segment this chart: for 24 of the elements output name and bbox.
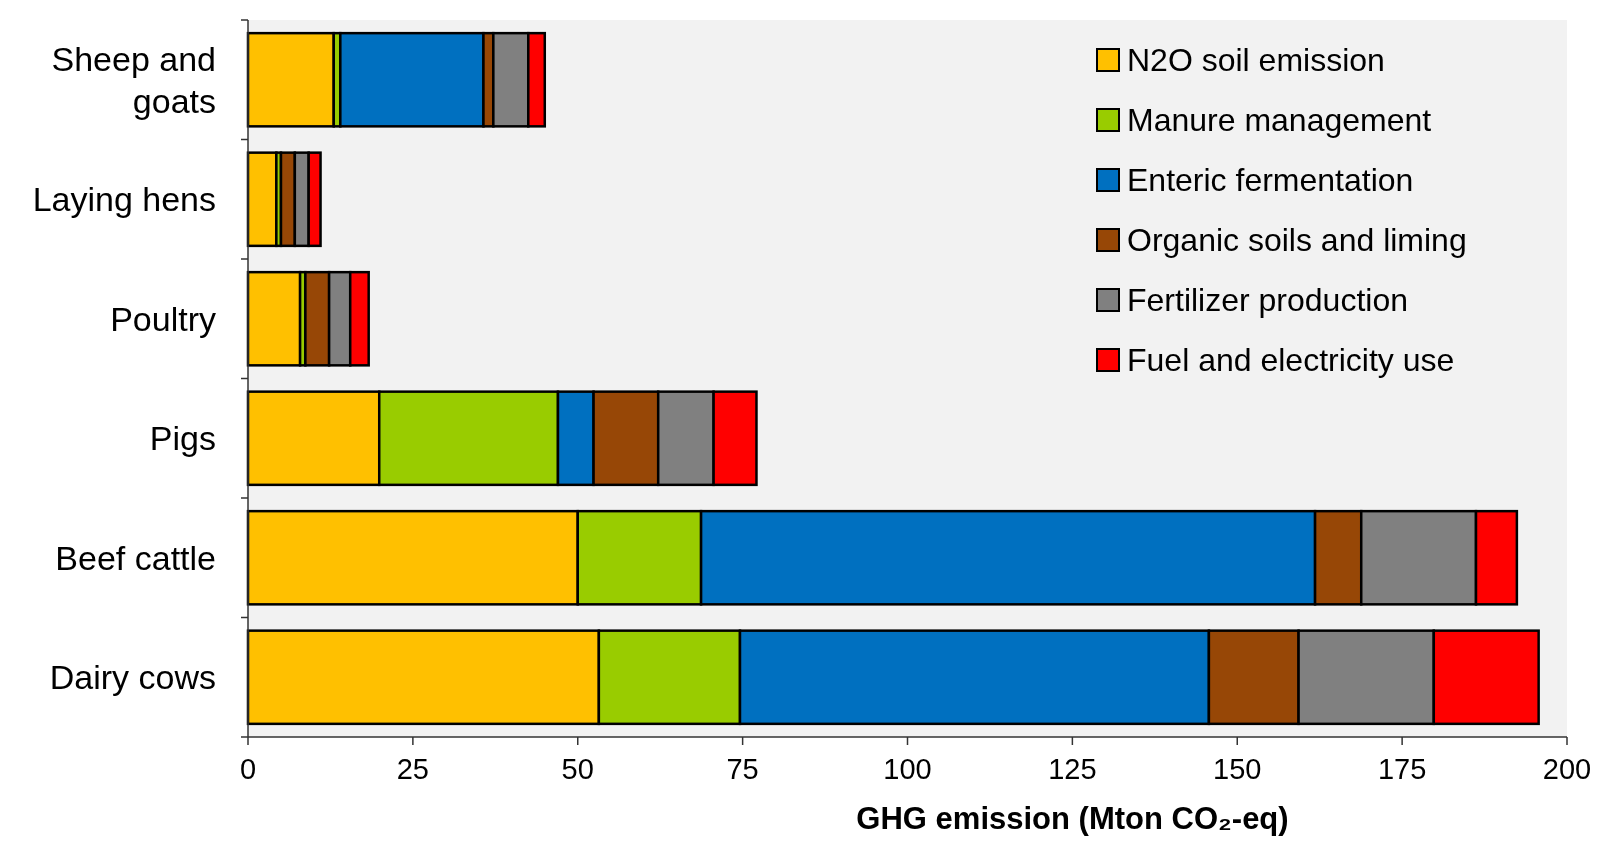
- y-tick-label: Dairy cows: [49, 658, 216, 697]
- y-tick-label: Pigs: [149, 419, 216, 458]
- legend-label: N2O soil emission: [1127, 42, 1385, 78]
- bar: [246, 31, 335, 128]
- x-tick-label: 0: [239, 753, 257, 785]
- legend-label: Manure management: [1127, 102, 1432, 138]
- y-tick-label: Poultry: [110, 299, 216, 338]
- x-tick-label: 200: [1542, 753, 1592, 785]
- legend-label: Fuel and electricity use: [1127, 342, 1455, 378]
- x-tick-label: 125: [1048, 753, 1097, 785]
- legend-label: Fertilizer production: [1127, 282, 1408, 318]
- y-tick-label: Laying hens: [32, 180, 216, 219]
- bar: [246, 270, 302, 367]
- x-tick-label: 75: [726, 753, 759, 785]
- legend-label: Enteric fermentation: [1127, 162, 1414, 198]
- x-tick-label: 50: [561, 753, 594, 785]
- x-tick-label: 25: [396, 753, 430, 785]
- x-axis-title: GHG emission (Mton CO₂-eq): [856, 801, 1289, 836]
- x-tick-label: 100: [883, 753, 932, 785]
- x-tick-label: 150: [1213, 753, 1262, 785]
- legend-label: Organic soils and liming: [1127, 222, 1467, 258]
- x-tick-label: 175: [1377, 753, 1427, 785]
- y-tick-label: Sheep and goats: [51, 39, 216, 120]
- y-tick-label: Beef cattle: [55, 538, 216, 577]
